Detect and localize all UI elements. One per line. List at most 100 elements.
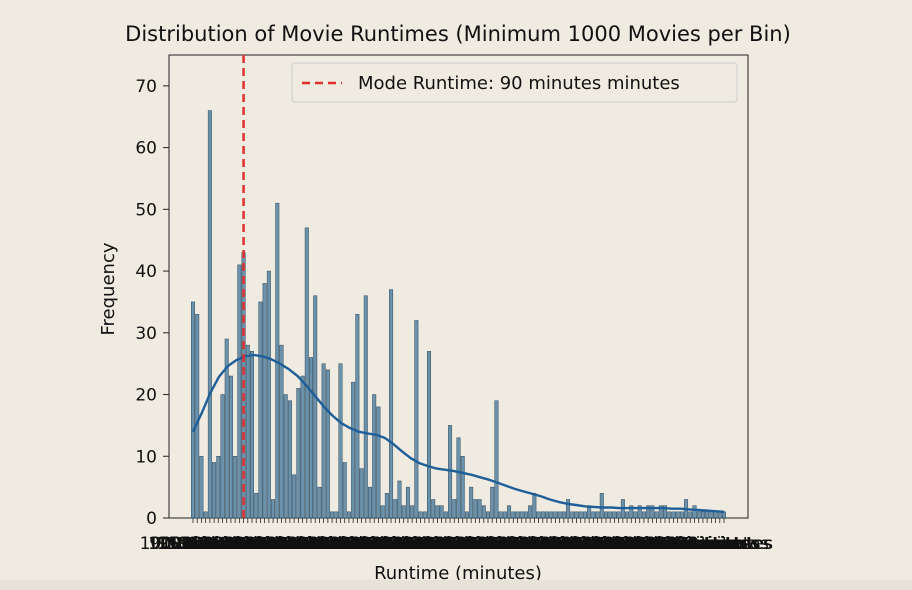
x-tick-label: 120 minutes [422,534,529,554]
histogram-bars [191,110,726,519]
histogram-bar [675,511,680,519]
x-tick-label: 120 minutes [633,534,740,554]
histogram-bar [511,511,516,519]
histogram-bar [692,505,697,519]
histogram-bar [578,511,583,519]
window-bottom-strip [0,580,912,590]
x-tick-label: 90 minutes [508,534,604,554]
x-tick-label: 100 minutes [603,534,710,554]
x-tick-label: 90 minutes [255,534,351,554]
x-tick-label: 100 minutes [371,534,478,554]
x-tick-label: 90 minutes [444,534,540,554]
x-tick-label: 95 minutes [263,534,359,554]
x-tick-label: 120 minutes [570,534,677,554]
y-tick-label: 50 [135,200,157,220]
x-tick-label: 100 minutes [329,534,436,554]
x-tick-label: 120 minutes [548,534,655,554]
histogram-bar [591,511,596,519]
x-tick-label: 100 minutes [477,534,584,554]
histogram-bar [456,437,461,519]
histogram-bar [355,314,360,519]
x-tick-label: 95 minutes [347,534,443,554]
kde-curve-group [191,353,725,513]
histogram-bar [233,456,238,519]
x-tick-label: 120 minutes [211,534,318,554]
histogram-bar [473,499,478,519]
histogram-bar [372,394,377,519]
x-tick-label: 110 minutes [409,534,516,554]
histogram-bar [338,363,343,519]
histogram-bar [313,295,318,519]
x-tick-label: 110 minutes [199,534,306,554]
x-tick-label: 95 minutes [368,534,464,554]
histogram-bar [199,456,204,519]
x-tick-label: 110 minutes [367,534,474,554]
histogram-bar [368,486,372,519]
y-tick-label: 30 [135,324,157,344]
histogram-bar [705,511,710,519]
histogram-bar [528,505,533,519]
y-tick-label: 10 [135,447,157,467]
histogram-bar [271,499,276,519]
x-tick-label: 95 minutes [158,534,254,554]
x-tick-label: 110 minutes [578,534,685,554]
x-tick-label: 90 minutes [381,534,477,554]
x-tick-label: 120 minutes [527,534,634,554]
x-tick-label: 110 minutes [641,534,748,554]
x-tick-label: 110 minutes [536,534,643,554]
x-tick-label: 110 minutes [494,534,601,554]
histogram-bar [679,511,684,519]
x-tick-label: 100 minutes [540,534,647,554]
x-tick-label: 100 minutes [161,534,268,554]
histogram-bar [258,301,263,519]
histogram-bar [237,264,242,519]
x-tick-label: 100 minutes [203,534,310,554]
histogram-bar [709,511,714,519]
histogram-bar [422,511,427,519]
histogram-bar [207,110,212,519]
x-tick-label: 95 minutes [242,534,338,554]
histogram-bar [599,493,604,519]
x-tick-label: 120 minutes [401,534,508,554]
x-tick-label: 110 minutes [620,534,727,554]
x-tick-label: 90 minutes [234,534,330,554]
histogram-bar [574,511,579,519]
legend: Mode Runtime: 90 minutes minutes [291,62,738,103]
x-tick-label: 95 minutes [179,534,275,554]
histogram-bar [532,493,537,519]
histogram-bar [452,499,457,519]
histogram-bar [700,511,705,519]
histogram-bar [393,499,398,519]
histogram-bar [481,505,486,519]
x-tick-label: 110 minutes [346,534,453,554]
histogram-bar [418,511,423,519]
histogram-bar [405,486,410,519]
histogram-bar [625,511,630,519]
x-tick-label: 100 minutes [140,534,247,554]
y-tick-label: 20 [135,386,157,406]
x-tick-label: 110 minutes [430,534,537,554]
histogram-bar [604,511,608,519]
histogram-bar [641,511,646,519]
x-tick-label: 100 minutes [624,534,731,554]
histogram-bar [363,295,368,519]
x-tick-label: 90 minutes [149,534,245,554]
histogram-bar [389,289,394,519]
y-tick-label: 70 [135,77,157,97]
x-tick-label: 90 minutes [402,534,498,554]
histogram-bar [203,511,208,519]
x-tick-label: 120 minutes [169,534,276,554]
x-tick-label: 95 minutes [600,534,696,554]
histogram-bar [346,511,351,519]
x-tick-label: 90 minutes [423,534,519,554]
x-tick-label: 95 minutes [495,534,591,554]
x-tick-label: 100 minutes [498,534,605,554]
histogram-bar [549,511,554,519]
histogram-bar [561,511,566,519]
kde-curve [191,353,725,513]
x-tick-label: 100 minutes [393,534,500,554]
histogram-bar [250,351,254,519]
x-tick-label: 95 minutes [326,534,422,554]
legend-mode-label: Mode Runtime: 90 minutes minutes [358,73,680,94]
